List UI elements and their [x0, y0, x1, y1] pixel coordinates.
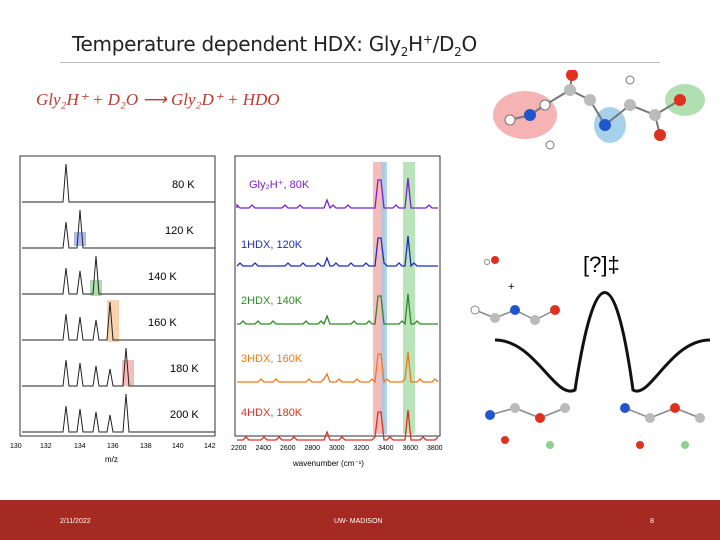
ir-trace-label: Gly₂H⁺, 80K	[249, 179, 310, 191]
title-sup: +	[422, 32, 433, 47]
ir-spectrum-trace	[236, 177, 438, 210]
ir-trace-label: 1HDX, 120K	[241, 239, 303, 251]
title-text: O	[461, 32, 477, 56]
plus-sign: +	[508, 281, 514, 293]
ir-spectrum-trace	[237, 293, 438, 326]
x-tick-label: 3800	[427, 445, 443, 452]
x-tick-label: 136	[107, 443, 119, 450]
x-tick-label: 2400	[256, 445, 272, 452]
x-tick-label: 138	[140, 443, 152, 450]
ir-spectra-panel: Gly₂H⁺, 80K 1HDX, 120K 2HDX, 140K 3HDX, …	[231, 155, 443, 468]
x-tick-label: 3200	[354, 445, 370, 452]
mass-spectrum-trace	[22, 301, 215, 341]
x-tick-label: 130	[10, 443, 22, 450]
x-tick-label: 3600	[403, 445, 419, 452]
temp-label: 180 K	[170, 363, 199, 375]
footer-page-number: 8	[650, 518, 654, 525]
x-tick-label: 142	[204, 443, 216, 450]
temp-label: 160 K	[148, 317, 177, 329]
title-sub: 2	[400, 45, 409, 59]
x-axis-label: wavenumber (cm⁻¹)	[292, 459, 364, 468]
x-tick-label: 3400	[378, 445, 394, 452]
temp-label: 200 K	[170, 409, 199, 421]
mass-spectrum-trace	[22, 255, 215, 295]
mass-spectrum-trace	[22, 347, 215, 387]
title-divider	[60, 62, 660, 63]
ir-trace-label: 2HDX, 140K	[241, 295, 303, 307]
title-text: H	[408, 32, 423, 56]
x-tick-label: 140	[172, 443, 184, 450]
x-tick-label: 2800	[305, 445, 321, 452]
mass-spectrum-trace	[22, 393, 215, 433]
temp-label: 140 K	[148, 271, 177, 283]
x-axis-label: m/z	[105, 455, 118, 464]
mass-spectrum-trace	[22, 163, 215, 203]
ir-trace-label: 4HDX, 180K	[241, 407, 303, 419]
title-sub: 2	[454, 45, 462, 59]
footer-bar: 2/11/2022 UW- MADISON 8	[0, 500, 720, 540]
ir-spectrum-trace	[237, 409, 439, 441]
temp-label: 80 K	[172, 179, 195, 191]
ir-spectrum-trace	[237, 351, 439, 384]
mass-spectra-panel: 80 K 120 K 140 K 160 K 180 K 200 K 130 1…	[10, 155, 216, 464]
x-tick-label: 132	[40, 443, 52, 450]
molecule-structure-image	[493, 70, 705, 150]
slide-title: Temperature dependent HDX: Gly2H+/D2O	[72, 32, 477, 59]
title-text: /D	[432, 32, 455, 56]
x-tick-label: 2600	[280, 445, 296, 452]
ir-spectrum-trace	[236, 235, 438, 268]
mass-spectrum-trace	[22, 209, 215, 249]
transition-state-label: [?]‡	[583, 252, 620, 277]
temp-label: 120 K	[165, 225, 194, 237]
x-tick-label: 3000	[329, 445, 345, 452]
footer-org: UW- MADISON	[334, 518, 383, 525]
x-tick-label: 134	[74, 443, 86, 450]
x-tick-label: 2200	[231, 445, 247, 452]
reaction-equation: Gly₂H⁺ + D₂O ⟶ Gly₂D⁺ + HDO	[36, 90, 280, 109]
transition-state-diagram: [?]‡ +	[470, 252, 711, 449]
ir-trace-label: 3HDX, 160K	[241, 353, 303, 365]
title-text: Temperature dependent HDX: Gly	[72, 32, 401, 56]
footer-date: 2/11/2022	[60, 518, 91, 525]
